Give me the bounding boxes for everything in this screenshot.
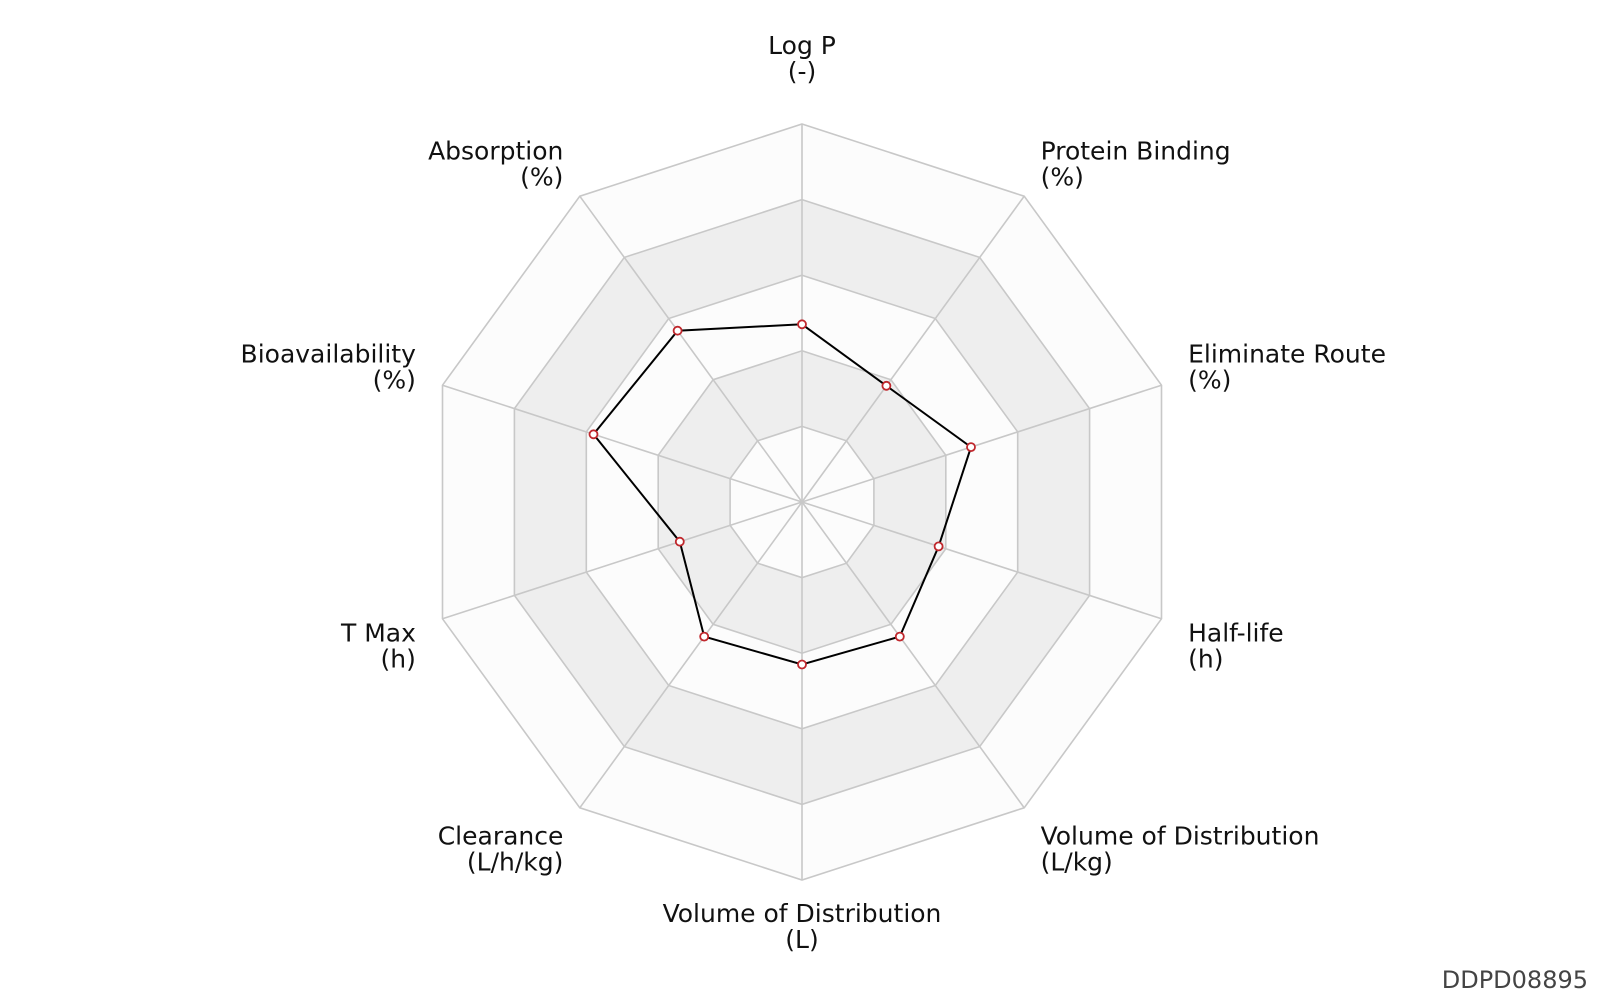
axis-name: Bioavailability <box>241 340 417 369</box>
data-point-0 <box>797 319 807 330</box>
axis-label-2: Eliminate Route(%) <box>1188 340 1386 395</box>
axis-name: Volume of Distribution <box>1041 822 1320 851</box>
data-point-1 <box>881 380 892 391</box>
axis-name: Absorption <box>428 137 563 166</box>
axis-label-7: T Max(h) <box>340 619 416 674</box>
axis-unit: (L/kg) <box>1041 848 1113 877</box>
radar-spoke-6 <box>579 501 803 809</box>
data-point-2 <box>966 442 976 453</box>
axis-name: Eliminate Route <box>1188 340 1386 369</box>
radar-markers <box>588 319 976 670</box>
axis-unit: (%) <box>373 366 416 395</box>
axis-unit: (L/h/kg) <box>467 848 563 877</box>
radar-spoke-2 <box>801 384 1162 503</box>
axis-unit: (h) <box>381 645 416 674</box>
axis-name: T Max <box>340 619 416 648</box>
axis-label-1: Protein Binding(%) <box>1041 137 1231 192</box>
axis-unit: (-) <box>788 57 817 86</box>
axis-unit: (%) <box>1041 163 1084 192</box>
axis-unit: (%) <box>520 163 563 192</box>
axis-unit: (h) <box>1188 645 1223 674</box>
axis-label-6: Clearance(L/h/kg) <box>438 822 564 877</box>
axis-label-0: Log P(-) <box>768 31 836 86</box>
axis-label-4: Volume of Distribution(L/kg) <box>1041 822 1320 877</box>
axis-unit: (%) <box>1188 366 1231 395</box>
axis-unit: (L) <box>785 925 818 954</box>
data-point-4 <box>894 631 905 642</box>
data-point-6 <box>699 631 710 642</box>
radar-spoke-1 <box>801 195 1025 503</box>
radar-spoke-8 <box>442 384 803 503</box>
data-point-7 <box>674 536 685 547</box>
radar-spokes <box>442 124 1162 880</box>
axis-label-9: Absorption(%) <box>428 137 563 192</box>
radar-spoke-7 <box>442 501 803 620</box>
axis-name: Protein Binding <box>1041 137 1231 166</box>
data-point-3 <box>933 541 944 552</box>
axis-label-8: Bioavailability(%) <box>241 340 417 395</box>
axis-name: Log P <box>768 31 836 60</box>
data-point-8 <box>588 429 599 440</box>
watermark-id: DDPD08895 <box>1441 966 1588 994</box>
axis-labels: Log P(-)Protein Binding(%)Eliminate Rout… <box>241 31 1386 954</box>
radar-spoke-9 <box>579 195 803 503</box>
axis-label-5: Volume of Distribution(L) <box>663 899 942 954</box>
axis-label-3: Half-life(h) <box>1188 619 1284 674</box>
axis-name: Clearance <box>438 822 564 851</box>
data-point-9 <box>672 325 683 336</box>
axis-name: Volume of Distribution <box>663 899 942 928</box>
radar-spoke-4 <box>801 501 1025 809</box>
data-point-5 <box>797 659 807 670</box>
radar-spoke-3 <box>801 501 1162 620</box>
axis-name: Half-life <box>1188 619 1284 648</box>
